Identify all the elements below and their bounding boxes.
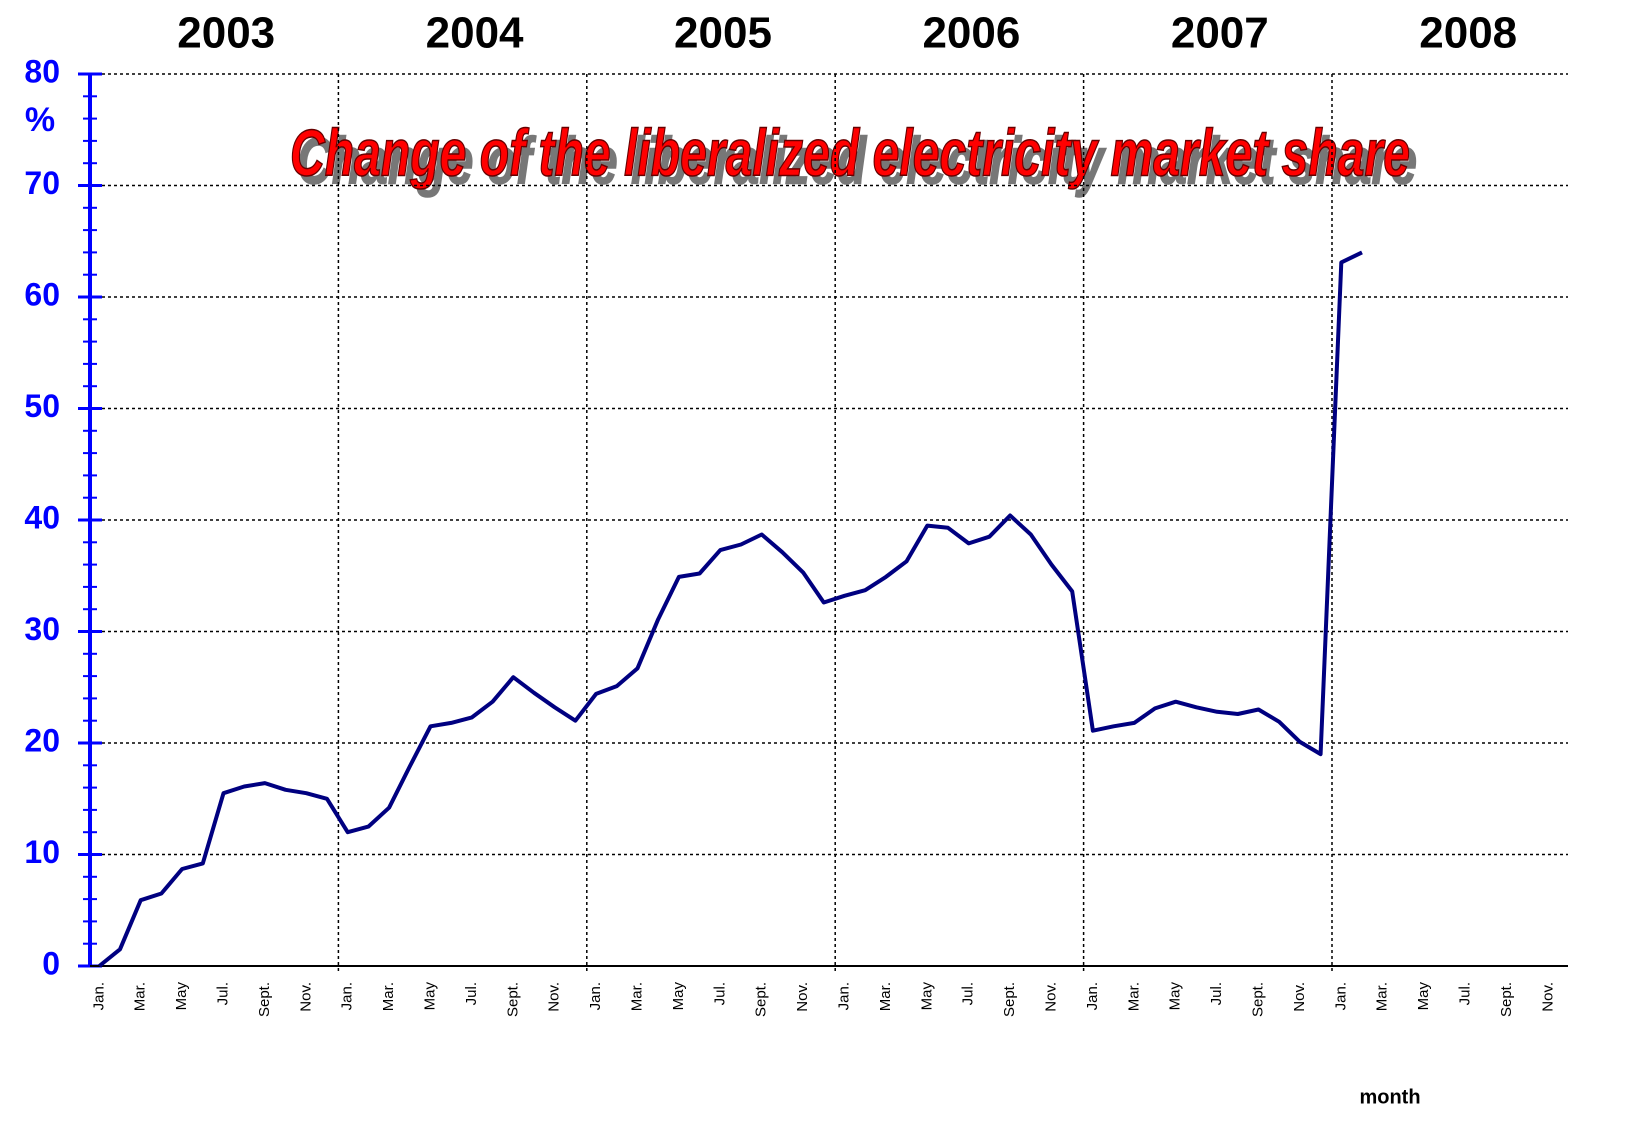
x-tick-label: May <box>173 982 190 1011</box>
data-line <box>98 250 1363 968</box>
x-tick-label: Jul. <box>1208 982 1225 1005</box>
year-label: 2008 <box>1419 9 1517 58</box>
x-tick-label: Nov. <box>1291 982 1308 1012</box>
x-tick-label: Mar. <box>380 982 397 1011</box>
x-tick-label: Mar. <box>1374 982 1391 1011</box>
x-tick-label: Jan. <box>1084 982 1101 1010</box>
x-tick-label: Mar. <box>1125 982 1142 1011</box>
x-tick-label: May <box>1167 982 1184 1011</box>
x-tick-label: Jan. <box>1332 982 1349 1010</box>
x-tick-label: Jul. <box>960 982 977 1005</box>
x-tick-label: Sept. <box>256 982 273 1017</box>
x-tick-label: Sept. <box>753 982 770 1017</box>
chart-title: Change of the liberalized electricity ma… <box>290 115 1410 189</box>
x-tick-label: May <box>1415 982 1432 1011</box>
x-tick-label: Nov. <box>297 982 314 1012</box>
y-tick-label: 0 <box>42 945 60 981</box>
x-tick-label: Jan. <box>90 982 107 1010</box>
x-tick-label: May <box>918 982 935 1011</box>
x-tick-label: Sept. <box>504 982 521 1017</box>
x-tick-label: Jul. <box>711 982 728 1005</box>
y-tick-label: 10 <box>24 834 60 870</box>
x-tick-label: Jan. <box>587 982 604 1010</box>
x-tick-label: Sept. <box>1498 982 1515 1017</box>
x-tick-label: Mar. <box>132 982 149 1011</box>
x-tick-label: Mar. <box>877 982 894 1011</box>
x-tick-label: Sept. <box>1249 982 1266 1017</box>
x-tick-label: Jul. <box>463 982 480 1005</box>
year-label: 2004 <box>426 9 524 58</box>
y-tick-label: 40 <box>24 499 60 535</box>
x-tick-label: Nov. <box>794 982 811 1012</box>
x-axis-label: month <box>1359 1086 1420 1108</box>
y-tick-label: 70 <box>24 165 60 201</box>
x-tick-label: Nov. <box>546 982 563 1012</box>
x-tick-label: Jul. <box>1456 982 1473 1005</box>
y-unit: % <box>25 101 55 139</box>
year-label: 2006 <box>922 9 1020 58</box>
x-tick-label: Jan. <box>835 982 852 1010</box>
x-tick-label: May <box>421 982 438 1011</box>
x-tick-label: Nov. <box>1042 982 1059 1012</box>
y-tick-label: 50 <box>24 388 60 424</box>
x-tick-label: Nov. <box>1539 982 1556 1012</box>
y-tick-label: 80 <box>24 53 60 89</box>
x-tick-label: Jul. <box>214 982 231 1005</box>
y-tick-label: 30 <box>24 611 60 647</box>
year-label: 2007 <box>1171 9 1269 58</box>
year-label: 2003 <box>177 9 275 58</box>
x-tick-label: Mar. <box>628 982 645 1011</box>
year-label: 2005 <box>674 9 772 58</box>
y-tick-label: 60 <box>24 276 60 312</box>
y-tick-label: 20 <box>24 722 60 758</box>
x-tick-label: Jan. <box>339 982 356 1010</box>
x-tick-label: Sept. <box>1001 982 1018 1017</box>
x-tick-label: May <box>670 982 687 1011</box>
